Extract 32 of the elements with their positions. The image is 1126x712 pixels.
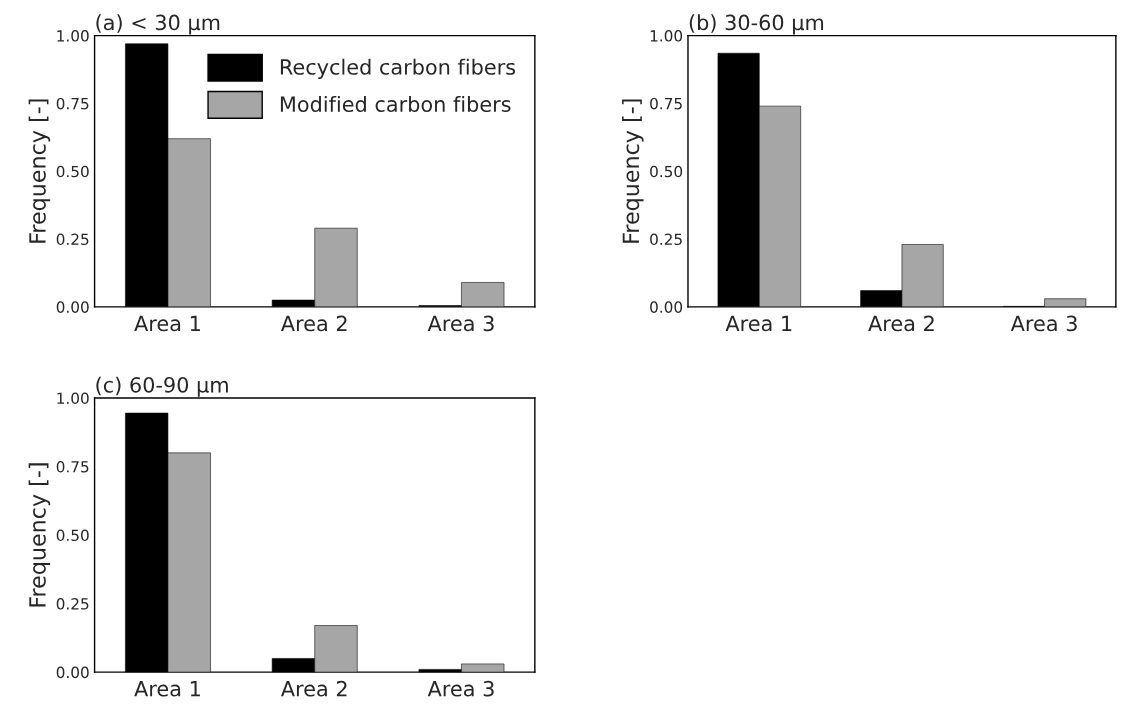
y-tick-label: 0.25 <box>650 233 682 246</box>
x-tick-label: Area 3 <box>427 680 494 697</box>
y-tick-label: 0.50 <box>56 529 89 542</box>
y-tick-label: 0.50 <box>56 165 89 178</box>
x-tick-label: Area 3 <box>427 315 494 332</box>
y-tick-label: 0.75 <box>56 461 89 473</box>
x-tick-label: Area 2 <box>280 680 347 697</box>
legend-label: Recycled carbon fibers <box>280 58 516 79</box>
y-tick-label: 0.00 <box>56 301 89 313</box>
x-tick-label: Area 3 <box>1010 315 1077 332</box>
y-axis-title: Frequency [-] <box>28 463 51 607</box>
y-tick-label: 0.25 <box>56 598 89 610</box>
x-tick-label: Area 1 <box>134 315 200 332</box>
x-tick-label: Area 2 <box>868 315 934 332</box>
x-tick-label: Area 1 <box>725 315 792 332</box>
chart-title: (a) < 30 μm <box>96 14 220 35</box>
y-tick-label: 0.75 <box>650 97 682 110</box>
legend-label: Modified carbon fibers <box>280 95 511 113</box>
chart-title: (b) 30-60 μm <box>689 14 824 35</box>
y-tick-label: 1.00 <box>650 30 683 42</box>
y-axis-title: Frequency [-] <box>28 99 51 243</box>
y-tick-label: 0.25 <box>56 233 89 246</box>
y-tick-label: 1.00 <box>57 392 89 405</box>
y-tick-label: 1.00 <box>57 30 89 42</box>
y-tick-label: 0.50 <box>650 165 683 178</box>
y-tick-label: 0.75 <box>56 97 89 110</box>
x-tick-label: Area 2 <box>280 315 347 332</box>
x-tick-label: Area 1 <box>134 681 200 697</box>
y-axis-title: Frequency [-] <box>622 99 644 243</box>
y-tick-label: 0.00 <box>56 666 89 679</box>
chart-title: (c) 60-90 μm <box>96 376 228 397</box>
y-tick-label: 0.00 <box>650 301 683 313</box>
